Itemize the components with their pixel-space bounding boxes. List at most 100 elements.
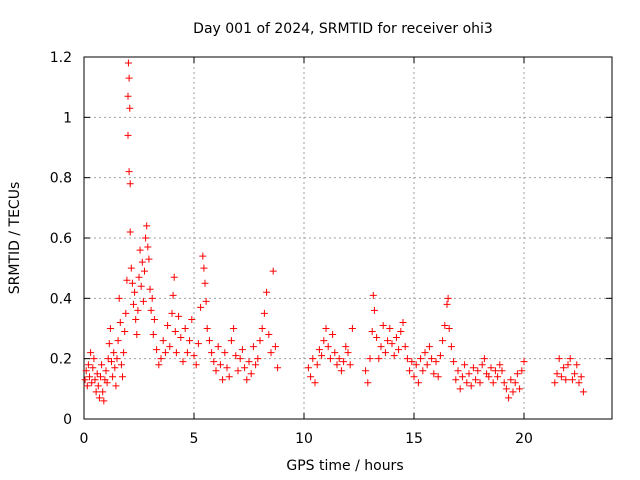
data-point xyxy=(105,340,113,348)
data-point xyxy=(496,361,504,369)
data-point xyxy=(430,370,438,378)
data-point xyxy=(81,376,89,384)
data-point xyxy=(249,343,257,351)
data-point xyxy=(113,355,121,363)
data-point xyxy=(568,376,576,384)
data-point xyxy=(450,358,458,366)
data-point xyxy=(575,379,583,387)
data-point xyxy=(136,246,144,254)
data-point xyxy=(116,318,124,326)
data-point xyxy=(348,325,356,332)
data-point xyxy=(192,361,200,369)
data-point xyxy=(99,388,107,396)
data-point xyxy=(252,361,260,369)
y-tick-label: 0.2 xyxy=(50,352,72,368)
data-point xyxy=(579,388,587,396)
data-point xyxy=(133,331,141,339)
data-point xyxy=(93,370,101,378)
data-point xyxy=(392,334,400,342)
x-tick-label: 15 xyxy=(405,431,423,447)
data-point xyxy=(381,349,389,357)
data-point xyxy=(168,309,176,317)
data-point xyxy=(557,373,565,381)
data-point xyxy=(443,300,451,308)
data-point xyxy=(478,361,486,369)
data-point xyxy=(127,264,135,272)
data-point xyxy=(183,349,191,357)
data-point xyxy=(175,312,183,320)
data-point xyxy=(344,349,352,357)
data-point xyxy=(491,367,499,375)
data-point xyxy=(104,355,112,363)
data-point xyxy=(412,361,420,369)
data-point xyxy=(507,376,515,384)
data-point xyxy=(573,361,581,369)
data-point xyxy=(121,328,129,336)
data-point xyxy=(337,367,345,375)
data-point xyxy=(511,379,519,387)
data-point xyxy=(122,309,130,317)
data-point xyxy=(95,394,103,402)
y-tick-label: 0 xyxy=(63,412,72,428)
data-point xyxy=(111,364,119,372)
data-point xyxy=(518,367,526,375)
data-point xyxy=(403,355,411,363)
data-point xyxy=(373,334,381,342)
data-point xyxy=(494,373,502,381)
data-point xyxy=(476,379,484,387)
data-point xyxy=(480,355,488,363)
data-point xyxy=(131,288,139,296)
data-point xyxy=(439,337,447,345)
data-point xyxy=(177,334,185,342)
data-point xyxy=(254,355,262,363)
data-point xyxy=(201,279,209,287)
data-point xyxy=(469,364,477,372)
data-point xyxy=(232,352,240,360)
data-point xyxy=(375,355,383,363)
data-point xyxy=(423,361,431,369)
data-point xyxy=(130,300,137,308)
data-point xyxy=(124,92,132,100)
data-point xyxy=(119,373,126,381)
data-point xyxy=(202,297,210,305)
data-point xyxy=(384,337,392,345)
data-point xyxy=(227,337,235,345)
y-tick-label: 1 xyxy=(63,110,72,126)
data-point xyxy=(369,291,377,299)
data-point xyxy=(197,303,205,311)
data-point xyxy=(199,252,207,260)
data-point xyxy=(144,243,152,251)
data-point xyxy=(364,379,372,387)
data-point xyxy=(502,385,510,393)
x-tick-label: 10 xyxy=(295,431,313,447)
data-point xyxy=(419,367,427,375)
data-point xyxy=(84,361,92,369)
data-point xyxy=(428,355,436,363)
data-point xyxy=(408,358,416,366)
data-point xyxy=(190,352,198,360)
x-axis-ticks: 0 5 10 15 20 xyxy=(80,57,533,447)
data-point xyxy=(186,337,194,345)
data-point xyxy=(463,379,471,387)
data-point xyxy=(170,273,178,281)
data-point xyxy=(123,276,131,284)
y-tick-label: 1.2 xyxy=(50,50,72,66)
data-point xyxy=(83,382,91,390)
data-point xyxy=(458,373,466,381)
data-point xyxy=(137,282,145,290)
data-point xyxy=(117,361,125,369)
data-point xyxy=(159,337,167,345)
data-point xyxy=(88,379,96,387)
data-point xyxy=(225,373,233,381)
data-point xyxy=(94,382,102,390)
data-point xyxy=(139,297,147,305)
data-point xyxy=(91,376,99,384)
data-point xyxy=(362,367,370,375)
data-point xyxy=(153,346,161,354)
data-point xyxy=(200,264,208,272)
data-point xyxy=(87,349,95,357)
data-point xyxy=(256,337,264,345)
data-point xyxy=(148,294,156,302)
data-point xyxy=(161,349,169,357)
data-point xyxy=(434,373,442,381)
